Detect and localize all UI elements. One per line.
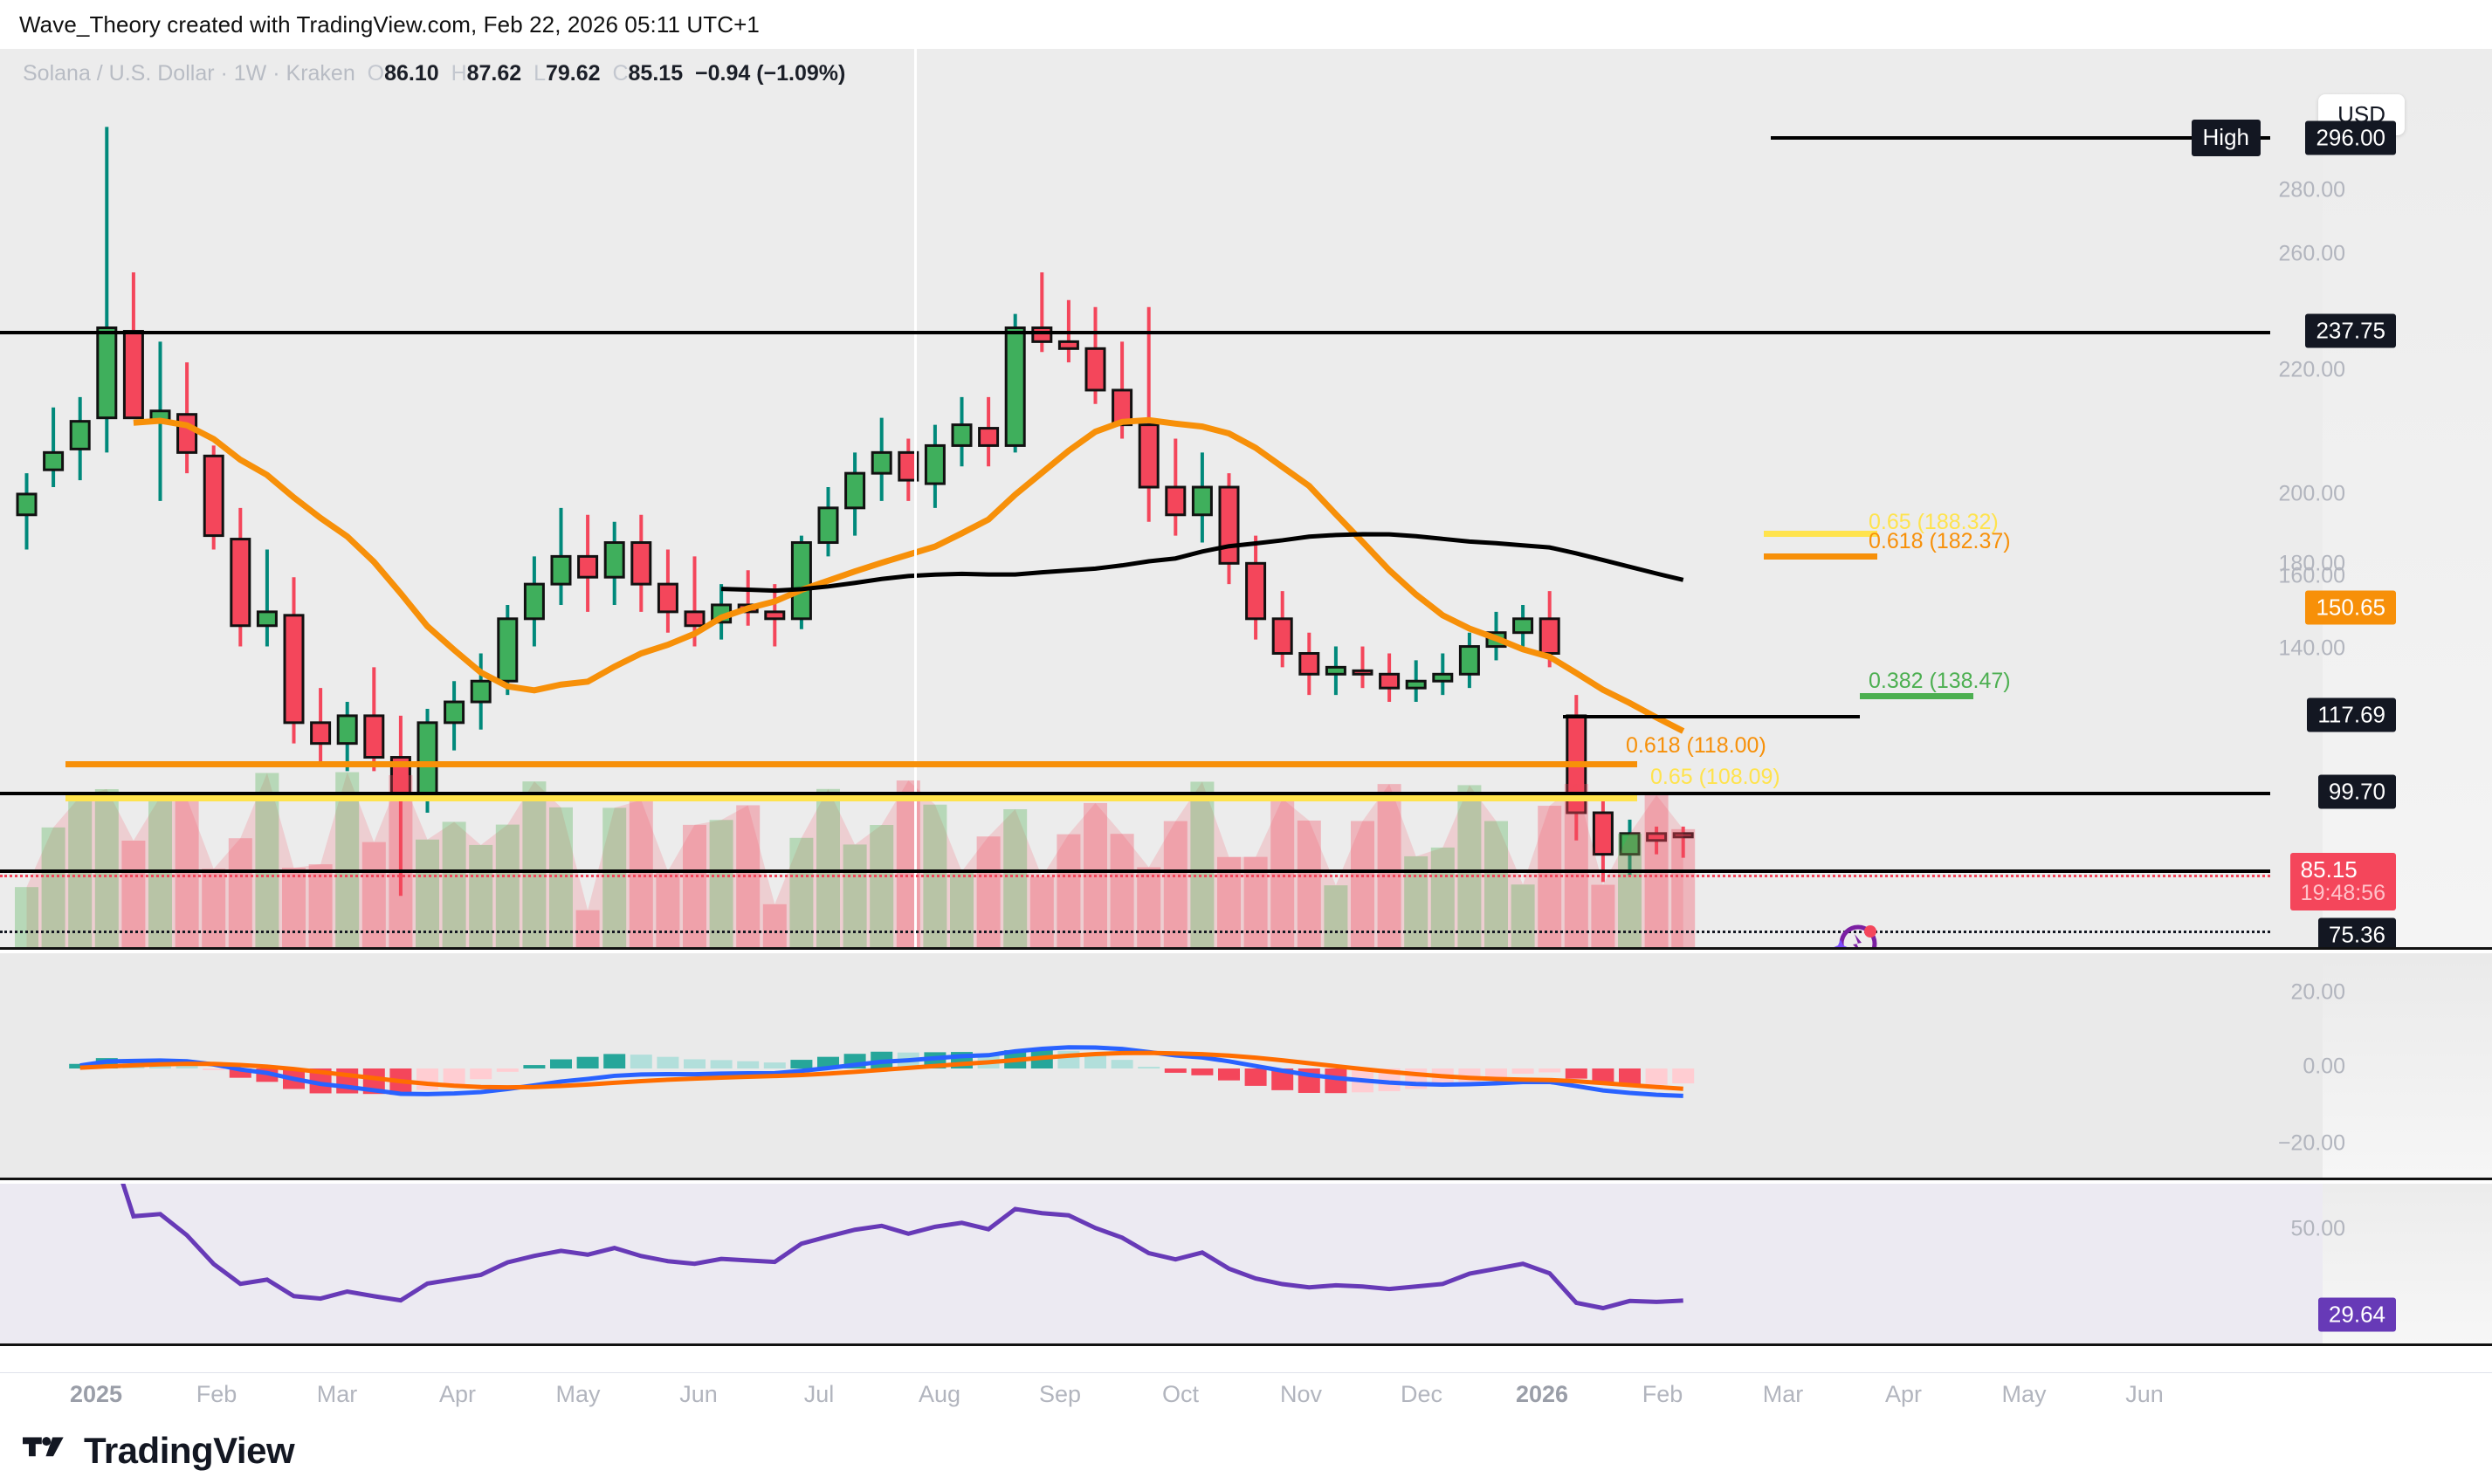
price-badge-237: 237.75: [2305, 313, 2396, 348]
price-tick: 180.00: [2278, 551, 2345, 576]
fib-label-2: 0.382 (138.47): [1869, 669, 2011, 693]
price-tick: 220.00: [2278, 357, 2345, 382]
price-badge-ma: 150.65: [2305, 590, 2396, 625]
fib-ray-065-lower[interactable]: [65, 795, 1637, 801]
time-axis-label: Oct: [1161, 1381, 1200, 1407]
price-axis[interactable]: 280.00 260.00 220.00 200.00 180.00 160.0…: [2279, 49, 2492, 950]
legend-sep-1: ·: [220, 61, 228, 86]
price-badge-99: 99.70: [2317, 774, 2396, 809]
time-axis-divider: [0, 1372, 2492, 1373]
macd-plot-area[interactable]: [0, 953, 2323, 1180]
level-dotted-line: [0, 931, 2270, 933]
legend-interval[interactable]: 1W: [233, 61, 267, 86]
crosshair-vline: [914, 49, 917, 950]
chart-frame: 0.65 (188.32) 0.618 (182.37) 0.382 (138.…: [0, 49, 2492, 1372]
rsi-axis[interactable]: 50.00 29.64: [2290, 1184, 2492, 1346]
legend-low-key: L: [534, 61, 546, 86]
macd-svg: [69, 1045, 1695, 1098]
fib-label-4: 0.65 (108.09): [1650, 765, 1780, 789]
time-axis[interactable]: 2025 Feb Mar Apr May Jun Jul Aug Sep Oct Nov Dec 202…: [0, 1372, 2492, 1425]
price-badge-high: 296.00: [2305, 120, 2396, 155]
time-axis-label: Dec: [1400, 1381, 1443, 1407]
legend-low-value: 79.62: [546, 61, 601, 86]
time-axis-label: Feb: [196, 1381, 237, 1407]
price-tick: 260.00: [2278, 241, 2345, 266]
fib-ray-0382[interactable]: [1860, 693, 1973, 699]
time-axis-label: Jun: [2125, 1381, 2164, 1407]
time-axis-label: Apr: [1884, 1381, 1923, 1407]
fib-label-0: 0.65 (188.32): [1869, 510, 1999, 534]
time-axis-label: 2026: [1515, 1381, 1569, 1407]
price-badge-75: 75.36: [2317, 917, 2396, 950]
last-price-value: 85.15: [2300, 855, 2358, 883]
fib-label-3: 0.618 (118.00): [1626, 733, 1766, 758]
time-axis-label: Mar: [1762, 1381, 1804, 1407]
high-tag: High: [2191, 120, 2261, 156]
support-ray-75[interactable]: [0, 869, 2270, 873]
legend-open-key: O: [367, 61, 385, 86]
resistance-ray-237[interactable]: [0, 331, 2270, 334]
time-axis-label: 2025: [69, 1381, 123, 1407]
price-dotted-line: [0, 875, 2270, 877]
high-ray-296[interactable]: [1771, 136, 2270, 140]
price-plot-area[interactable]: [0, 49, 2323, 950]
legend-open-value: 86.10: [384, 61, 439, 86]
footer: TradingView: [0, 1425, 2492, 1484]
legend-exchange[interactable]: Kraken: [286, 61, 355, 86]
legend-symbol[interactable]: Solana / U.S. Dollar: [23, 61, 215, 86]
time-axis-label: Jun: [679, 1381, 718, 1407]
macd-tick: 0.00: [2303, 1054, 2345, 1079]
tradingview-logo[interactable]: TradingView: [23, 1430, 295, 1472]
time-axis-label: Jul: [803, 1381, 835, 1407]
legend-change: −0.94 (−1.09%): [695, 61, 846, 86]
legend-high-value: 87.62: [466, 61, 522, 86]
macd-tick: −20.00: [2277, 1130, 2345, 1156]
price-tick: 280.00: [2278, 177, 2345, 203]
rsi-plot-area[interactable]: [0, 1184, 2323, 1346]
time-axis-label: Sep: [1038, 1381, 1082, 1407]
support-ray-117[interactable]: [1563, 715, 1860, 718]
price-pane[interactable]: 0.65 (188.32) 0.618 (182.37) 0.382 (138.…: [0, 49, 2492, 950]
macd-pane[interactable]: 20.00 0.00 −20.00: [0, 953, 2492, 1180]
time-axis-label: Feb: [1642, 1381, 1683, 1407]
legend-close-value: 85.15: [628, 61, 684, 86]
time-axis-label: Apr: [438, 1381, 477, 1407]
header-title: Wave_Theory created with TradingView.com…: [19, 10, 760, 38]
rsi-svg: [120, 1184, 1683, 1311]
countdown-timer: 19:48:56: [2300, 881, 2385, 906]
price-svg: [15, 127, 1696, 950]
tradingview-logo-text: TradingView: [84, 1430, 295, 1471]
time-axis-label: Mar: [316, 1381, 358, 1407]
sparkle-event-icon[interactable]: [1832, 922, 1877, 950]
tradingview-logo-icon: [23, 1437, 64, 1457]
time-axis-label: Nov: [1279, 1381, 1323, 1407]
macd-axis[interactable]: 20.00 0.00 −20.00: [2278, 953, 2492, 1180]
legend-close-key: C: [612, 61, 629, 86]
price-badge-117: 117.69: [2307, 697, 2396, 732]
time-axis-label: Aug: [918, 1381, 961, 1407]
fib-ray-065-upper[interactable]: [1764, 531, 1877, 537]
fib-ray-0618-lower[interactable]: [65, 761, 1637, 767]
fib-label-1: 0.618 (182.37): [1869, 529, 2011, 553]
price-tick: 200.00: [2278, 481, 2345, 506]
rsi-value-badge: 29.64: [2317, 1297, 2396, 1332]
time-axis-label: May: [555, 1381, 601, 1407]
fib-ray-0618-upper[interactable]: [1764, 553, 1877, 560]
legend-sep-2: ·: [272, 61, 280, 86]
support-ray-99[interactable]: [0, 792, 2270, 795]
time-axis-label: May: [2001, 1381, 2047, 1407]
legend-high-key: H: [451, 61, 467, 86]
price-badge-last: 85.15 19:48:56: [2289, 852, 2396, 911]
chart-legend[interactable]: Solana / U.S. Dollar · 1W · Kraken O86.1…: [23, 61, 845, 86]
price-tick: 140.00: [2278, 636, 2345, 661]
macd-tick: 20.00: [2290, 979, 2345, 1005]
price-tick: 160.00: [2278, 563, 2345, 588]
watermark-header: Wave_Theory created with TradingView.com…: [0, 0, 2492, 49]
rsi-pane[interactable]: 50.00 29.64: [0, 1184, 2492, 1346]
rsi-tick: 50.00: [2290, 1216, 2345, 1241]
